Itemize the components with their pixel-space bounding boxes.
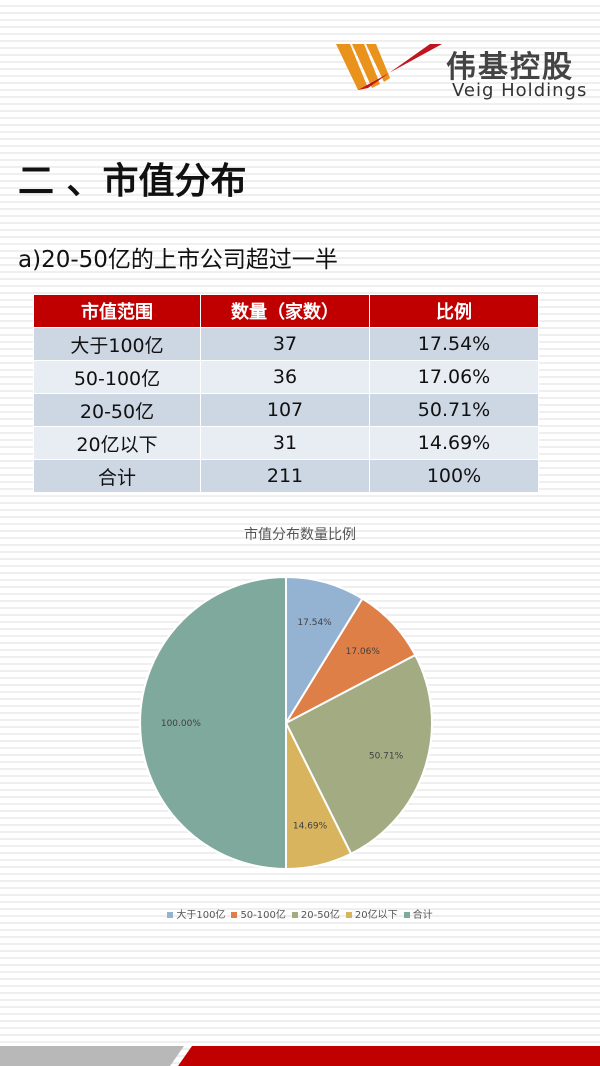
table-row: 20亿以下 31 14.69% <box>33 426 539 460</box>
bottom-bar <box>0 1046 600 1066</box>
table-cell: 大于100亿 <box>33 327 201 361</box>
brand-name-cn: 伟基控股 <box>446 50 574 85</box>
pie-slice <box>284 653 433 856</box>
legend-label: 50-100亿 <box>240 910 286 921</box>
table-header-row: 市值范围 数量（家数） 比例 <box>33 294 539 328</box>
pie-chart-svg: 17.54% 17.06% 50.71% 14.69% 100.00% <box>139 575 433 871</box>
section-title: 二 、市值分布 <box>18 161 247 202</box>
legend-swatch <box>291 912 298 918</box>
table-cell: 20亿以下 <box>33 426 201 460</box>
table-header-cell: 数量（家数） <box>200 294 370 328</box>
legend-label: 大于100亿 <box>176 910 226 921</box>
table-row: 大于100亿 37 17.54% <box>33 327 539 361</box>
table-cell: 合计 <box>33 459 201 493</box>
market-cap-table: 市值范围 数量（家数） 比例 大于100亿 37 17.54% 50-100亿 … <box>33 294 539 493</box>
brand-name-en: Veig Holdings <box>452 80 588 101</box>
table-cell: 50.71% <box>369 393 539 427</box>
legend-swatch <box>231 912 238 918</box>
pie-data-label: 17.06% <box>346 647 381 657</box>
legend-item: 大于100亿 <box>167 906 225 921</box>
brand-logo: 伟基控股 Veig Holdings <box>334 40 594 101</box>
legend-item: 20-50亿 <box>291 906 340 921</box>
table-cell: 31 <box>200 426 370 460</box>
table-cell: 17.06% <box>369 360 539 394</box>
pie-data-label: 14.69% <box>293 821 328 831</box>
legend-item: 20亿以下 <box>345 906 398 921</box>
table-cell: 17.54% <box>369 327 539 361</box>
table-row: 50-100亿 36 17.06% <box>33 360 539 394</box>
table-header-cell: 比例 <box>369 294 539 328</box>
legend-label: 20亿以下 <box>354 910 398 921</box>
table-cell: 36 <box>200 360 370 394</box>
table-cell: 37 <box>200 327 370 361</box>
legend-item: 合计 <box>403 906 433 921</box>
legend-label: 20-50亿 <box>300 910 340 921</box>
legend-swatch <box>403 912 410 918</box>
legend-label: 合计 <box>412 910 433 921</box>
table-row: 20-50亿 107 50.71% <box>33 393 539 427</box>
pie-chart: 市值分布数量比例 17.54% 17.06% 50.71% 14.69% 100.00%… <box>0 510 600 930</box>
pie-data-label: 100.00% <box>161 719 201 729</box>
table-cell: 107 <box>200 393 370 427</box>
veig-logo-icon <box>336 44 442 90</box>
table-cell: 50-100亿 <box>33 360 201 394</box>
legend-item: 50-100亿 <box>231 906 286 921</box>
chart-legend: 大于100亿 50-100亿 20-50亿 20亿以下 合计 <box>0 906 600 921</box>
table-cell: 14.69% <box>369 426 539 460</box>
sub-title: a)20-50亿的上市公司超过一半 <box>18 247 338 273</box>
table-cell: 211 <box>200 459 370 493</box>
table-cell: 20-50亿 <box>33 393 201 427</box>
pie-slice <box>139 575 287 871</box>
pie-data-label: 50.71% <box>369 751 404 761</box>
table-header-cell: 市值范围 <box>33 294 201 328</box>
table-cell: 100% <box>369 459 539 493</box>
legend-swatch <box>167 912 174 918</box>
chart-title: 市值分布数量比例 <box>244 527 356 543</box>
legend-swatch <box>345 912 352 918</box>
pie-data-label: 17.54% <box>297 618 332 628</box>
table-row: 合计 211 100% <box>33 459 539 493</box>
